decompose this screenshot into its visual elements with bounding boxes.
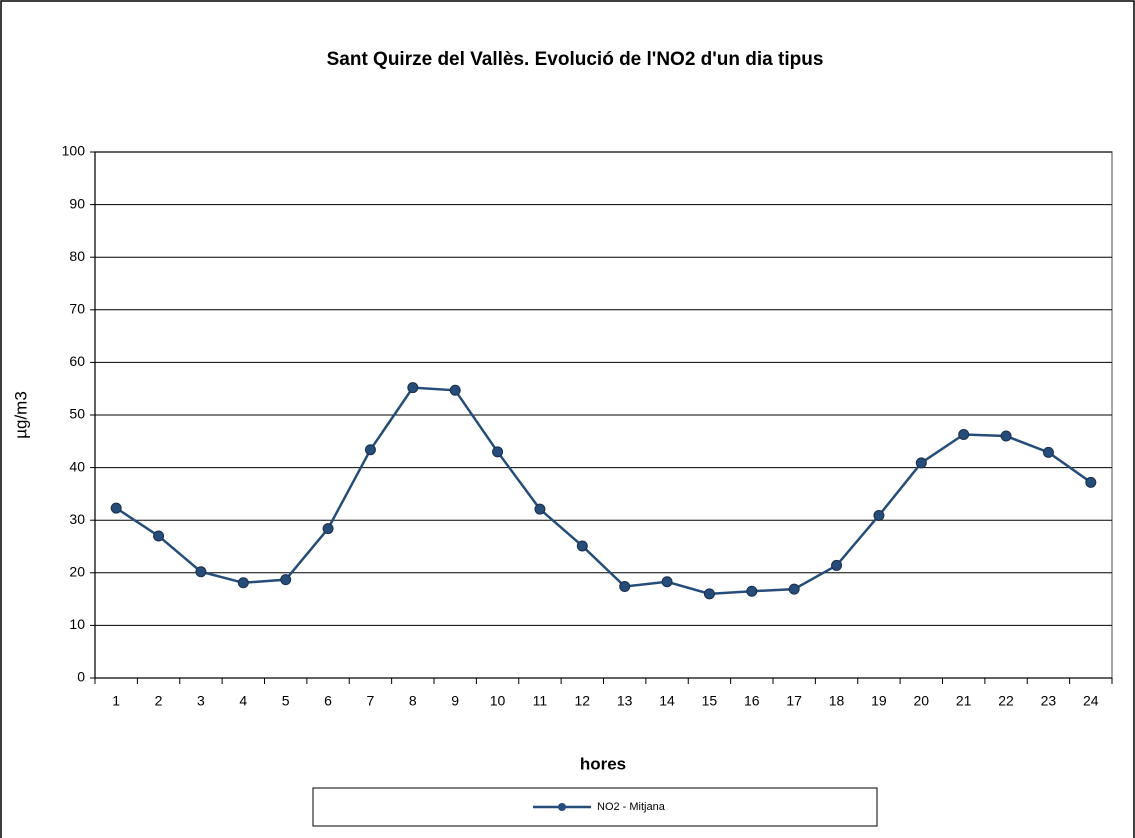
data-point	[407, 382, 419, 394]
legend-marker	[558, 803, 566, 811]
x-tick-label: 21	[956, 693, 972, 709]
legend-box	[312, 787, 878, 827]
x-tick-label: 2	[155, 693, 163, 709]
x-tick-label: 9	[451, 693, 459, 709]
y-tick-label: 40	[69, 458, 85, 474]
y-tick-label: 30	[69, 511, 85, 527]
y-tick-label: 90	[69, 195, 85, 211]
x-tick-label: 15	[702, 693, 718, 709]
data-point	[153, 530, 165, 542]
data-point	[703, 588, 715, 600]
y-tick-label: 100	[62, 143, 86, 159]
data-point	[1042, 446, 1054, 458]
x-tick-label: 13	[617, 693, 633, 709]
y-tick-label: 80	[69, 248, 85, 264]
data-point	[322, 523, 334, 535]
data-point	[1000, 430, 1012, 442]
x-tick-label: 12	[575, 693, 591, 709]
x-tick-label: 6	[324, 693, 332, 709]
y-tick-label: 70	[69, 301, 85, 317]
data-point	[746, 585, 758, 597]
x-tick-label: 16	[744, 693, 760, 709]
data-point	[492, 446, 504, 458]
x-tick-label: 1	[112, 693, 120, 709]
y-axis-title: µg/m3	[11, 391, 30, 439]
x-tick-label: 17	[786, 693, 802, 709]
data-point	[195, 566, 207, 578]
x-tick-label: 7	[367, 693, 375, 709]
y-tick-label: 60	[69, 353, 85, 369]
data-point	[364, 444, 376, 456]
y-tick-label: 10	[69, 616, 85, 632]
data-point	[237, 577, 249, 589]
data-point	[449, 384, 461, 396]
y-tick-label: 0	[77, 669, 85, 685]
x-tick-label: 22	[998, 693, 1014, 709]
data-point	[958, 428, 970, 440]
data-point	[619, 580, 631, 592]
chart-title: Sant Quirze del Vallès. Evolució de l'NO…	[327, 49, 824, 70]
data-point	[873, 509, 885, 521]
data-point	[831, 559, 843, 571]
data-point	[576, 540, 588, 552]
y-tick-label: 50	[69, 406, 85, 422]
data-point	[110, 502, 122, 514]
x-axis-title: hores	[580, 754, 626, 773]
x-tick-label: 5	[282, 693, 290, 709]
data-point	[534, 503, 546, 515]
data-point	[280, 574, 292, 586]
data-point	[1085, 476, 1097, 488]
x-tick-label: 14	[659, 693, 675, 709]
x-tick-label: 3	[197, 693, 205, 709]
data-point	[661, 576, 673, 588]
y-tick-label: 20	[69, 564, 85, 580]
x-tick-label: 10	[490, 693, 506, 709]
x-tick-label: 20	[914, 693, 930, 709]
x-tick-label: 4	[239, 693, 247, 709]
x-tick-label: 19	[871, 693, 887, 709]
x-tick-label: 18	[829, 693, 845, 709]
series-line	[115, 386, 1092, 596]
x-tick-label: 11	[533, 693, 548, 709]
legend-label: NO2 - Mitjana	[597, 801, 666, 813]
x-tick-label: 8	[409, 693, 417, 709]
x-tick-label: 23	[1041, 693, 1057, 709]
x-tick-label: 24	[1083, 693, 1099, 709]
data-point	[788, 583, 800, 595]
data-point	[915, 457, 927, 469]
